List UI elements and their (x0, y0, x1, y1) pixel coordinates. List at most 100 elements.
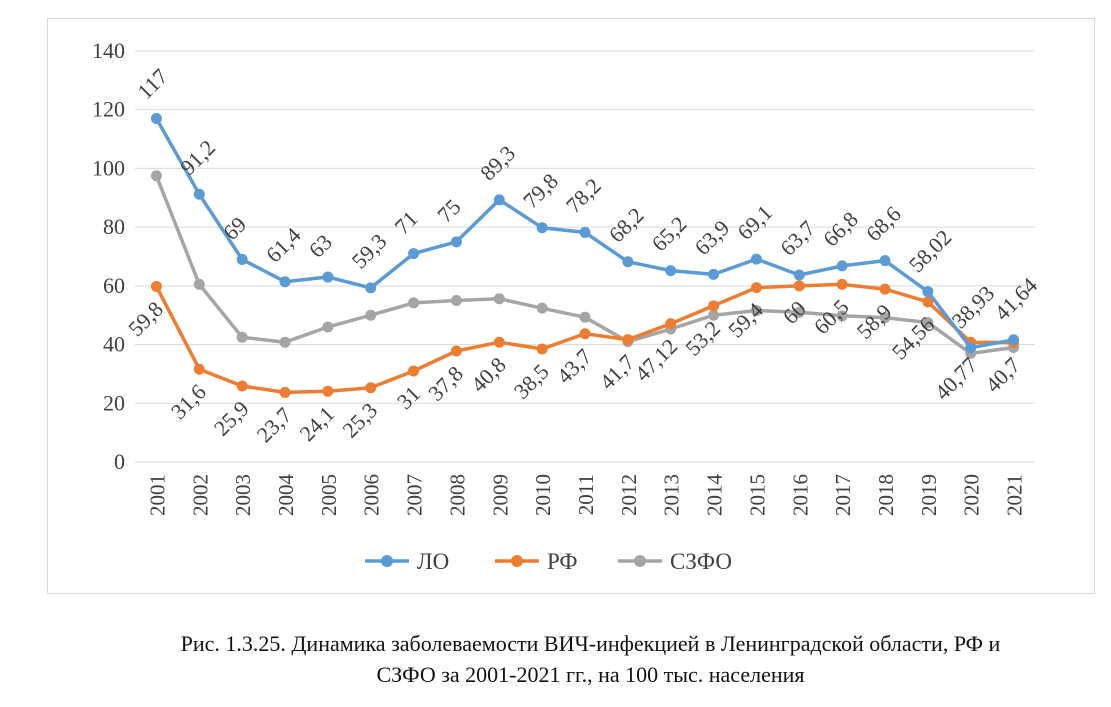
data-point (750, 282, 762, 294)
x-tick-label: 2011 (574, 474, 598, 515)
data-point (793, 280, 805, 292)
data-point (279, 386, 291, 398)
data-point (493, 194, 505, 206)
data-point (408, 297, 420, 309)
data-point (279, 276, 291, 288)
y-tick-label: 80 (103, 214, 125, 239)
data-point (836, 310, 848, 322)
data-label: 31,6 (166, 379, 211, 424)
data-point (322, 385, 334, 397)
data-point (879, 312, 891, 324)
data-label: 40,7 (980, 352, 1025, 397)
data-point (408, 365, 420, 377)
data-point (322, 271, 334, 283)
data-label: 40,77 (930, 352, 983, 405)
data-point (193, 188, 205, 200)
figure-caption: Рис. 1.3.25. Динамика заболеваемости ВИЧ… (70, 628, 1111, 690)
data-point (793, 306, 805, 318)
data-point (536, 222, 548, 234)
data-point (150, 170, 162, 182)
data-point (450, 345, 462, 357)
y-tick-label: 40 (103, 332, 125, 357)
x-tick-label: 2002 (188, 474, 212, 516)
data-label: 25,3 (337, 398, 382, 443)
x-tick-label: 2006 (360, 474, 384, 516)
data-label: 43,7 (552, 344, 597, 389)
data-point (879, 255, 891, 267)
legend-marker-РФ (511, 555, 523, 567)
data-label: 117 (132, 64, 172, 104)
x-tick-label: 2009 (488, 474, 512, 516)
legend-label-СЗФО: СЗФО (670, 549, 732, 574)
data-label: 40,8 (466, 352, 511, 397)
data-point (922, 296, 934, 308)
caption-line-1: Рис. 1.3.25. Динамика заболеваемости ВИЧ… (180, 631, 1001, 656)
data-point (750, 253, 762, 265)
data-label: 78,2 (561, 173, 606, 218)
data-point (1008, 334, 1020, 346)
x-tick-label: 2007 (403, 474, 427, 516)
data-point (665, 318, 677, 330)
x-tick-label: 2016 (788, 474, 812, 516)
data-point (922, 317, 934, 329)
data-point (836, 260, 848, 272)
data-point (879, 283, 891, 295)
data-label: 69 (218, 212, 251, 245)
x-tick-label: 2020 (960, 474, 984, 516)
data-point (836, 278, 848, 290)
data-point (622, 256, 634, 268)
y-tick-label: 20 (103, 390, 125, 415)
data-label: 60 (778, 296, 811, 329)
data-label: 38,5 (509, 359, 554, 404)
data-point (365, 282, 377, 294)
data-point (365, 382, 377, 394)
data-label: 59,8 (123, 296, 168, 341)
data-label: 63,9 (689, 215, 734, 260)
data-label: 25,9 (209, 396, 254, 441)
data-point (150, 113, 162, 125)
data-label: 89,3 (475, 140, 520, 185)
data-label: 31 (392, 381, 425, 414)
data-label: 37,8 (423, 361, 468, 406)
data-point (708, 309, 720, 321)
y-tick-label: 120 (92, 97, 125, 122)
data-label: 58,02 (904, 225, 957, 278)
legend-label-ЛО: ЛО (417, 549, 449, 574)
data-point (450, 236, 462, 248)
data-label: 59,4 (723, 297, 768, 342)
y-tick-label: 140 (92, 38, 125, 63)
x-tick-label: 2019 (917, 474, 941, 516)
line-chart: 0 20 40 60 80 100 120 140 2001 2002 2003 2004 2005 20… (92, 38, 1042, 574)
data-point (322, 321, 334, 333)
data-label: 41,64 (989, 273, 1042, 326)
data-label: 47,12 (630, 334, 683, 387)
data-label: 68,6 (861, 201, 906, 246)
data-point (279, 336, 291, 348)
data-point (750, 305, 762, 317)
data-point (236, 331, 248, 343)
data-point (365, 309, 377, 321)
data-label: 63 (304, 229, 337, 262)
data-label: 61,4 (261, 222, 306, 267)
data-point (665, 265, 677, 277)
data-point (150, 280, 162, 292)
data-point (793, 269, 805, 281)
x-tick-label: 2004 (274, 474, 298, 517)
data-label: 91,2 (175, 135, 220, 180)
x-tick-label: 2017 (831, 474, 855, 516)
data-point (622, 334, 634, 346)
data-point (450, 295, 462, 307)
data-label: 75 (432, 194, 465, 227)
data-point (579, 311, 591, 323)
data-point (493, 336, 505, 348)
data-point (708, 300, 720, 312)
data-point (922, 286, 934, 298)
data-label: 66,8 (818, 207, 863, 252)
data-point (708, 268, 720, 280)
data-label: 71 (389, 206, 422, 239)
data-point (193, 278, 205, 290)
x-tick-label: 2015 (745, 474, 769, 516)
x-tick-label: 2018 (874, 474, 898, 516)
x-tick-label: 2013 (660, 474, 684, 516)
data-point (579, 328, 591, 340)
